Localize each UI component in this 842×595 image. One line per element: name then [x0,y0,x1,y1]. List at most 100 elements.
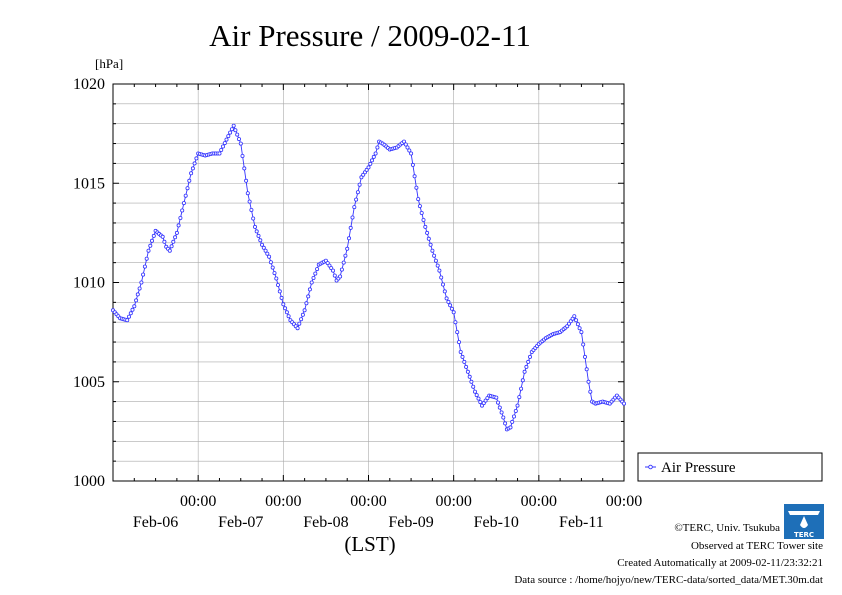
x-tick-date-label: Feb-07 [218,514,263,531]
data-point [446,299,451,304]
data-point [297,321,302,326]
data-point [368,161,373,166]
data-point [307,287,312,292]
y-tick-label: 1020 [73,76,105,93]
data-point [125,318,130,323]
data-point [185,186,190,191]
data-point [345,246,350,251]
x-tick-date-label: Feb-10 [474,514,519,531]
data-point [354,197,359,202]
data-point [579,330,584,335]
data-point [577,326,582,331]
data-point [135,292,140,297]
data-point [526,359,531,364]
data-point [433,258,438,263]
x-tick-date-label: Feb-09 [388,514,433,531]
data-point [439,275,444,280]
data-point [520,378,525,383]
data-point [176,223,181,228]
data-point [332,273,337,278]
data-point [421,217,426,222]
legend-box [637,452,823,482]
data-point [403,142,408,147]
data-point [171,239,176,244]
data-point [142,264,147,269]
data-point [469,379,474,384]
data-point [414,185,419,190]
data-point [151,233,156,238]
data-point [338,274,343,279]
terc-logo: TERC [784,504,824,539]
data-point [235,132,240,137]
data-point [352,205,357,210]
data-point [458,349,463,354]
data-point [272,271,277,276]
data-point [268,260,273,265]
data-point [464,364,469,369]
data-point [244,178,249,183]
data-point [249,207,254,212]
data-point [366,165,371,170]
data-point [346,236,351,241]
data-point [263,248,268,253]
data-point [495,400,500,405]
data-point [245,191,250,196]
data-point [499,410,504,415]
x-tick-date-label: Feb-11 [559,514,604,531]
grid [113,84,625,481]
data-point [584,367,589,372]
data-point [622,401,627,406]
data-point [478,400,483,405]
data-point [373,151,378,156]
data-point [254,229,259,234]
data-point [456,340,461,345]
data-point [219,147,224,152]
data-point [330,268,335,273]
data-point [348,225,353,230]
x-tick-date-label: Feb-06 [133,514,178,531]
data-point [141,272,146,277]
data-point [575,322,580,327]
data-point [233,128,238,133]
data-point [437,268,442,273]
data-point [275,282,280,287]
data-point [510,419,515,424]
data-point [513,408,518,413]
data-point [462,359,467,364]
data-point [453,320,458,325]
x-tick-time-label: 00:00 [350,493,386,510]
data-point [423,224,428,229]
data-point [467,374,472,379]
data-point [220,144,225,149]
data-point [274,276,279,281]
data-point [259,242,264,247]
data-point [228,130,233,135]
chart-title: Air Pressure / 2009-02-11 [209,18,531,53]
data-point [581,342,586,347]
data-point [313,271,318,276]
legend-label: Air Pressure [661,460,736,476]
data-point [465,369,470,374]
data-point [315,267,320,272]
data-point [247,199,252,204]
data-point [132,304,137,309]
x-tick-date-label: Feb-08 [303,514,348,531]
data-point [407,148,412,153]
data-point [515,403,520,408]
y-axis-unit-label: [hPa] [95,56,123,71]
data-point [300,312,305,317]
data-point [350,215,355,220]
data-point [279,295,284,300]
data-point [251,216,256,221]
data-point [369,158,374,163]
data-point [224,137,229,142]
data-point [432,253,437,258]
logo-text: TERC [794,531,814,539]
data-point [149,238,154,243]
data-point [371,154,376,159]
data-point [222,141,227,146]
data-point [229,127,234,132]
x-tick-time-label: 00:00 [265,493,301,510]
data-point [586,379,591,384]
